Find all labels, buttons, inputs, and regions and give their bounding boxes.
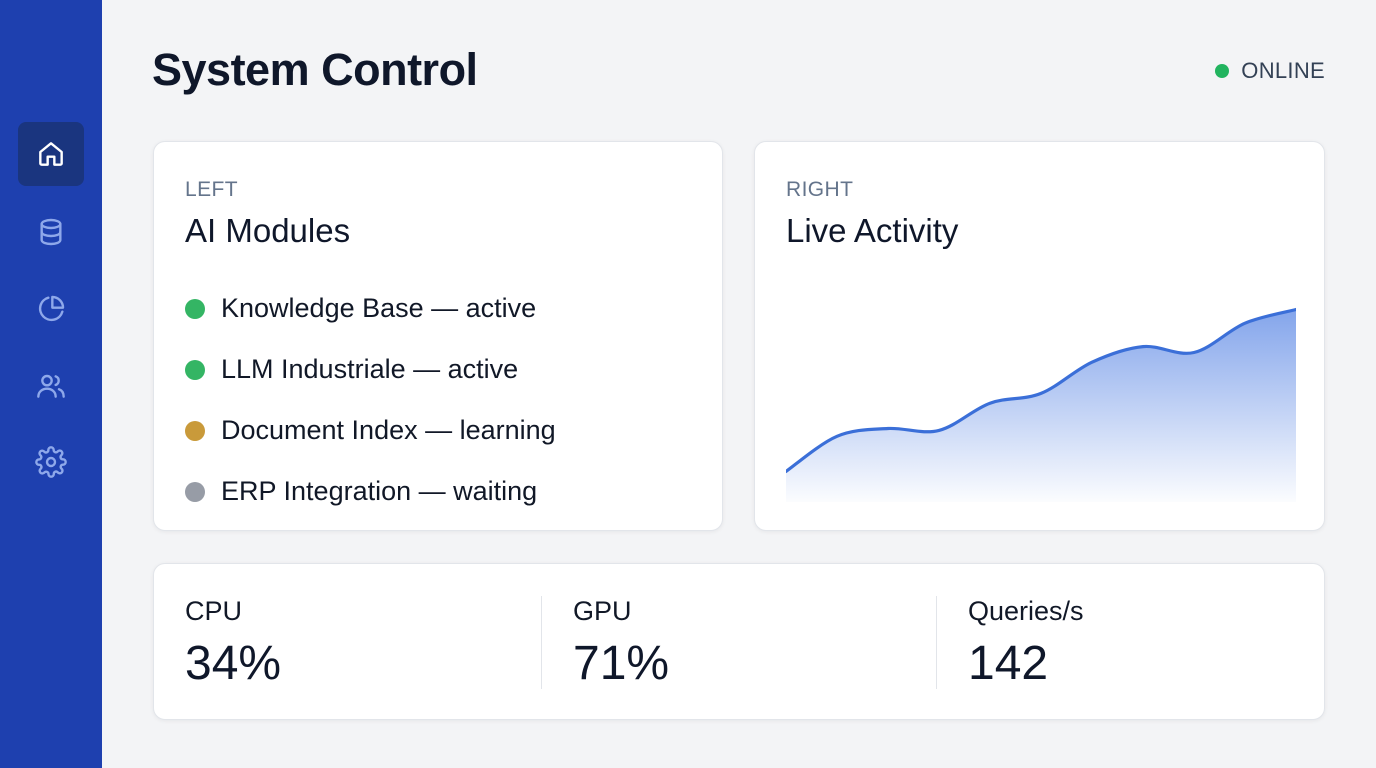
card-title: Live Activity [786,212,959,249]
module-item-document-index[interactable]: Document Index — learning [185,400,556,461]
stat-queries: Queries/s 142 [937,564,1326,721]
system-stats-card: CPU 34% GPU 71% Queries/s 142 [153,563,1325,720]
activity-area [786,309,1296,502]
database-icon [40,218,62,246]
pie-chart-icon [38,295,65,322]
live-activity-card: RIGHT Live Activity [754,141,1325,531]
module-label: ERP Integration — waiting [221,476,538,506]
card-eyebrow: LEFT [185,178,238,201]
stat-divider [541,596,542,689]
stat-value: 34% [185,637,282,690]
nav-database[interactable] [18,200,84,264]
card-eyebrow: RIGHT [786,178,854,201]
status-dot-icon [185,298,205,319]
gear-icon [35,446,67,478]
module-label: Knowledge Base — active [221,293,537,323]
nav-settings[interactable] [18,430,84,494]
status-badge: ONLINE [1215,58,1325,84]
module-label: Document Index — learning [221,415,556,445]
nav-home[interactable] [18,122,84,186]
users-icon [37,374,65,398]
stat-label: CPU [185,596,243,626]
nav-users[interactable] [18,354,84,418]
status-dot-icon [185,359,205,380]
module-list: Knowledge Base — active LLM Industriale … [185,278,556,522]
module-item-llm-industriale[interactable]: LLM Industriale — active [185,339,556,400]
stat-cpu: CPU 34% [154,564,542,721]
ai-modules-card: LEFT AI Modules Knowledge Base — active … [153,141,723,531]
activity-chart [786,307,1296,502]
home-icon [39,142,63,166]
page-title: System Control [152,44,478,95]
stat-label: Queries/s [968,596,1084,626]
sidebar [0,0,102,768]
status-dot-icon [185,481,205,502]
status-label: ONLINE [1241,58,1325,83]
status-dot-icon [1215,64,1230,78]
nav-analytics[interactable] [18,277,84,341]
module-item-knowledge-base[interactable]: Knowledge Base — active [185,278,556,339]
module-item-erp-integration[interactable]: ERP Integration — waiting [185,461,556,522]
card-title: AI Modules [185,212,351,249]
module-label: LLM Industriale — active [221,354,519,384]
stat-divider [936,596,937,689]
activity-line [786,307,1296,473]
stat-label: GPU [573,596,632,626]
stat-value: 71% [573,637,670,690]
stat-gpu: GPU 71% [542,564,937,721]
stat-value: 142 [968,637,1049,690]
status-dot-icon [185,420,205,441]
